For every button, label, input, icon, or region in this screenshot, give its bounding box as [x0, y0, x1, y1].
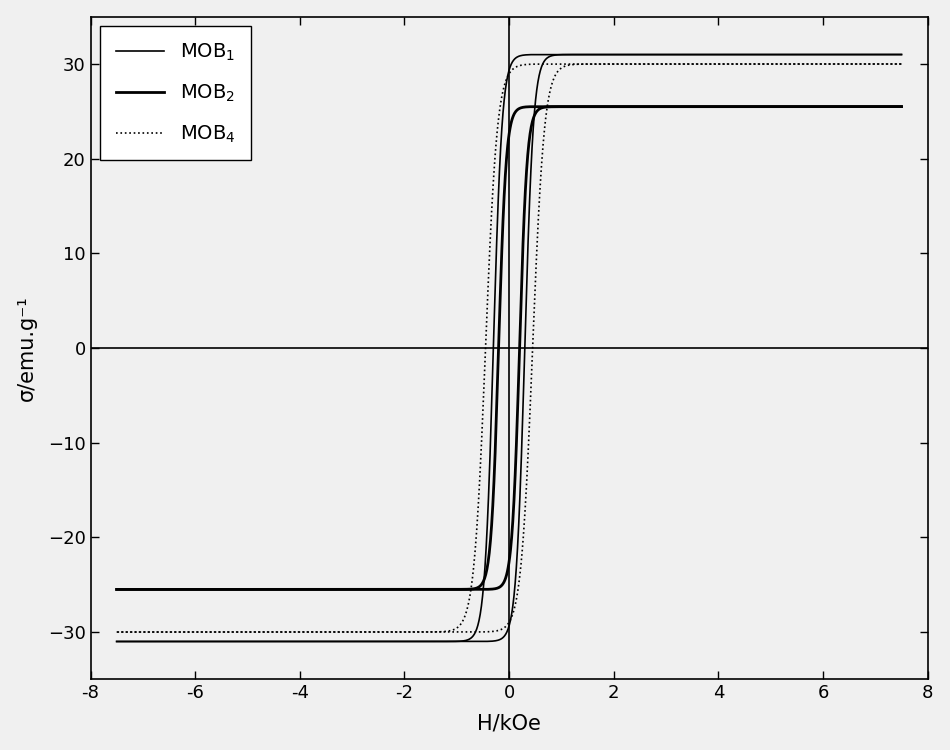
Legend: MOB$_1$, MOB$_2$, MOB$_4$: MOB$_1$, MOB$_2$, MOB$_4$	[101, 26, 251, 160]
Y-axis label: σ/emu.g⁻¹: σ/emu.g⁻¹	[17, 296, 37, 400]
X-axis label: H/kOe: H/kOe	[477, 713, 541, 734]
